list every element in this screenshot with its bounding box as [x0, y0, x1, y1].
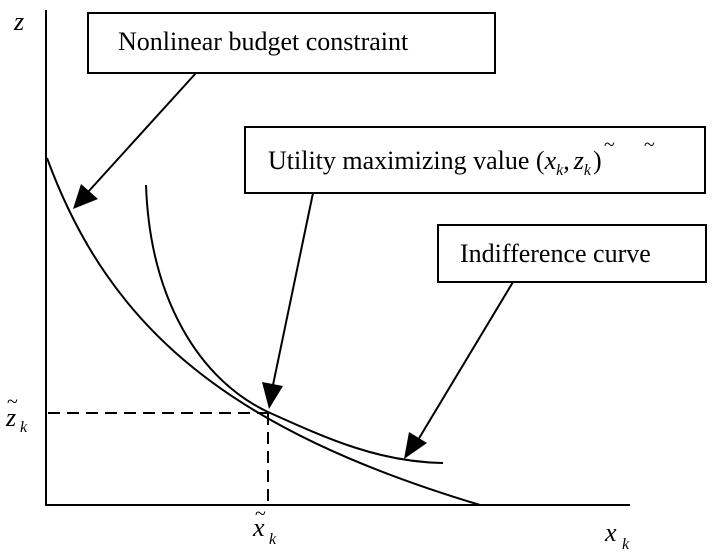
z-axis-label: z [13, 7, 24, 36]
indifference-callout-arrow [417, 281, 514, 441]
budget-constraint-curve [46, 157, 481, 506]
x-axis-label: x [604, 518, 617, 547]
budget-arrowhead [73, 184, 98, 209]
utility-label-z: z [573, 146, 584, 175]
utility-label-x: x [544, 146, 557, 175]
x-tilde-mark: ~ [255, 503, 266, 525]
utility-x-tilde-mark: ~ [604, 134, 615, 156]
utility-callout-arrow [272, 192, 314, 386]
utility-callout-label: Utility maximizing value (xk, zk) [268, 146, 602, 179]
indifference-curve [145, 184, 444, 464]
utility-label-prefix: Utility maximizing value ( [268, 146, 545, 175]
z-tilde-label: z [5, 403, 16, 432]
utility-label-z-sub: k [584, 162, 592, 179]
budget-callout-arrow [87, 72, 197, 193]
utility-arrowhead [262, 382, 283, 409]
utility-label-comma: , [563, 146, 570, 175]
utility-z-tilde-mark: ~ [644, 134, 655, 156]
x-axis-label-subscript: k [622, 536, 630, 553]
x-tilde-subscript: k [269, 531, 277, 548]
utility-callout-box [244, 126, 706, 194]
utility-label-suffix: ) [593, 146, 602, 175]
x-tilde-label: x [252, 513, 265, 542]
indifference-callout-label: Indifference curve [460, 239, 651, 268]
z-tilde-mark: ~ [7, 391, 18, 413]
z-tilde-subscript: k [20, 419, 28, 436]
indifference-callout-box [437, 224, 707, 283]
indifference-arrowhead [404, 432, 427, 459]
budget-callout-label: Nonlinear budget constraint [118, 27, 409, 56]
utility-label-x-sub: k [556, 162, 564, 179]
budget-callout-box [87, 12, 496, 74]
